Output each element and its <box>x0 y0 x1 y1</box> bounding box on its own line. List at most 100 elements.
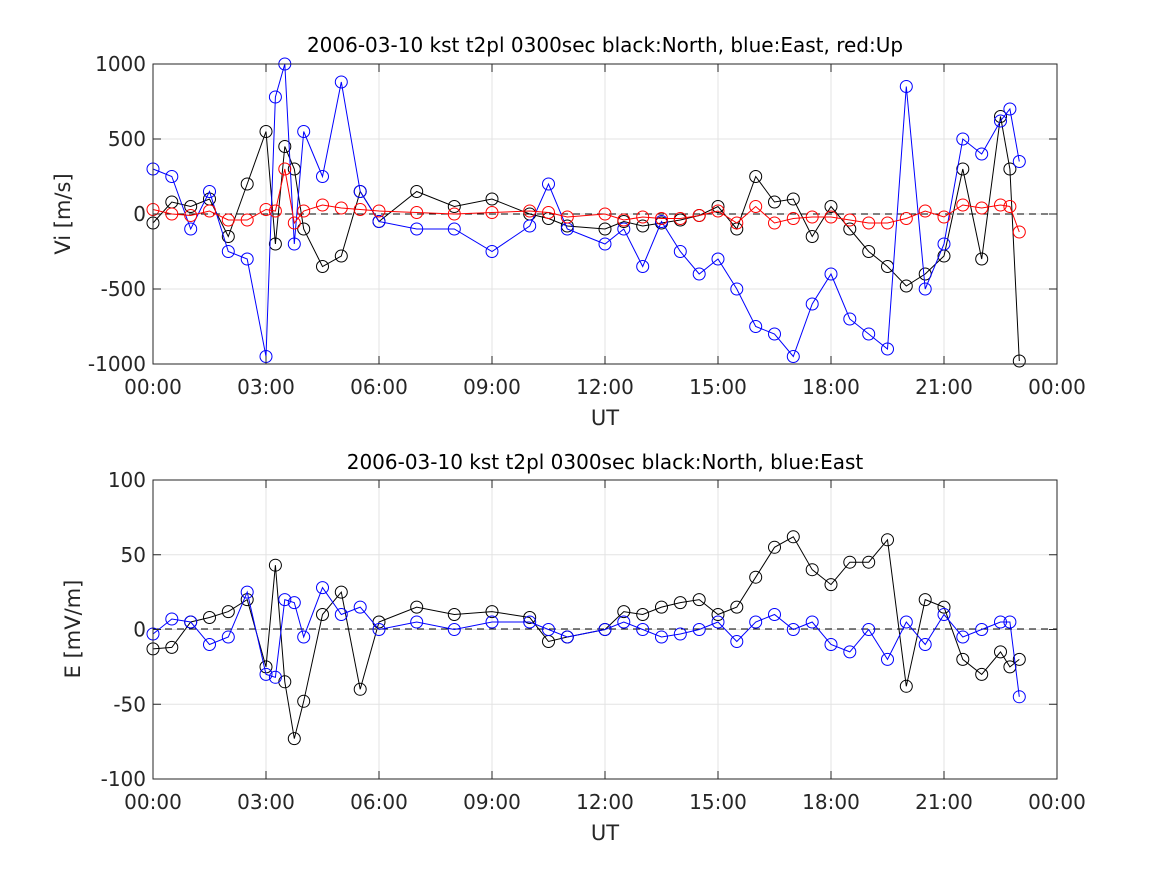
data-point-north <box>287 732 301 746</box>
data-point-up <box>259 203 273 216</box>
data-point-north <box>994 645 1007 659</box>
top-panel: 00:00 03:00 06:00 09:00 12:00 15:00 18:00 21:00… <box>51 33 1086 430</box>
data-point-east <box>843 645 857 659</box>
data-point-up <box>560 210 574 224</box>
data-point-up <box>692 209 706 222</box>
data-point-north <box>485 192 499 206</box>
bottom-series-layer <box>146 530 1026 746</box>
data-point-north <box>410 600 424 614</box>
x-tick-label: 21:00 <box>915 375 973 399</box>
data-point-east <box>956 630 970 644</box>
top-y-axis-label: Vi [m/s] <box>51 173 75 254</box>
data-point-north <box>316 608 329 621</box>
data-point-east <box>316 581 329 595</box>
data-point-north <box>805 230 819 243</box>
bottom-x-ticks: 00:00 03:00 06:00 09:00 12:00 15:00 18:00 21:00… <box>124 480 1086 814</box>
data-point-east <box>447 222 461 236</box>
data-point-north <box>165 640 179 654</box>
data-point-north <box>937 600 951 614</box>
data-point-north <box>881 533 894 547</box>
bottom-y-axis-label: E [mV/m] <box>61 580 85 679</box>
data-point-east <box>918 638 932 651</box>
data-point-north <box>994 110 1007 123</box>
data-point-east <box>485 615 499 629</box>
data-point-north <box>353 682 367 696</box>
data-point-east <box>334 75 348 89</box>
data-point-north <box>268 237 282 251</box>
data-point-east <box>353 600 367 614</box>
data-point-north <box>278 140 292 153</box>
data-point-east <box>240 585 254 599</box>
data-point-north <box>918 593 932 607</box>
data-point-east <box>673 627 687 641</box>
data-point-east <box>862 623 876 636</box>
data-point-up <box>410 206 424 219</box>
data-point-up <box>278 162 292 176</box>
data-point-east <box>692 267 706 281</box>
data-point-north <box>560 219 574 233</box>
data-point-north <box>221 230 235 243</box>
data-point-east <box>730 282 744 296</box>
data-point-up <box>334 201 348 215</box>
data-point-east <box>975 623 989 636</box>
data-point-north <box>975 667 989 681</box>
data-point-north <box>259 125 273 138</box>
y-tick-label: 50 <box>121 543 146 567</box>
bottom-x-axis-label: UT <box>591 821 619 845</box>
data-point-up <box>617 213 631 227</box>
series-line-north <box>152 116 1020 362</box>
data-point-east <box>184 615 198 629</box>
data-point-east <box>994 615 1007 629</box>
data-point-east <box>711 252 725 266</box>
x-tick-label: 21:00 <box>915 790 973 814</box>
data-point-east <box>673 245 687 258</box>
data-point-east <box>937 237 951 251</box>
data-point-east <box>268 90 282 104</box>
y-tick-label: 500 <box>108 127 146 151</box>
data-point-east <box>1003 615 1017 629</box>
data-point-east <box>617 222 631 236</box>
top-series-layer <box>146 57 1026 368</box>
data-point-east <box>1012 155 1026 168</box>
data-point-east <box>711 615 725 629</box>
data-point-east <box>372 215 386 228</box>
data-point-north <box>485 605 499 619</box>
x-tick-label: 18:00 <box>802 790 860 814</box>
x-tick-label: 00:00 <box>124 375 182 399</box>
y-tick-label: -1000 <box>88 352 146 376</box>
x-tick-label: 12:00 <box>576 790 634 814</box>
data-point-north <box>1012 652 1026 666</box>
data-point-north <box>221 605 235 619</box>
data-point-up <box>673 212 687 225</box>
data-point-east <box>485 245 499 258</box>
data-point-east <box>881 652 894 666</box>
data-point-north <box>730 600 744 614</box>
data-point-east <box>410 222 424 236</box>
data-point-east <box>598 237 612 251</box>
data-point-east <box>843 312 857 326</box>
data-point-east <box>824 638 838 651</box>
data-point-up <box>843 213 857 227</box>
data-point-north <box>1012 354 1026 368</box>
data-point-east <box>749 320 763 333</box>
y-tick-label: 100 <box>108 468 146 492</box>
data-point-east <box>636 260 650 273</box>
data-point-north <box>843 222 857 236</box>
x-tick-label: 06:00 <box>350 790 408 814</box>
data-point-up <box>805 210 819 224</box>
data-point-east <box>221 245 235 258</box>
data-point-east <box>636 623 650 636</box>
data-point-north <box>768 195 781 209</box>
data-point-north <box>297 694 311 708</box>
data-point-east <box>184 222 198 236</box>
data-point-north <box>636 219 650 233</box>
data-point-east <box>730 635 744 648</box>
data-point-up <box>881 216 894 230</box>
data-point-north <box>786 530 800 544</box>
data-point-north <box>316 260 329 273</box>
data-point-east <box>353 185 367 198</box>
data-point-up <box>655 212 668 225</box>
x-tick-label: 15:00 <box>689 790 747 814</box>
top-chart-title: 2006-03-10 kst t2pl 0300sec black:North,… <box>307 33 903 57</box>
